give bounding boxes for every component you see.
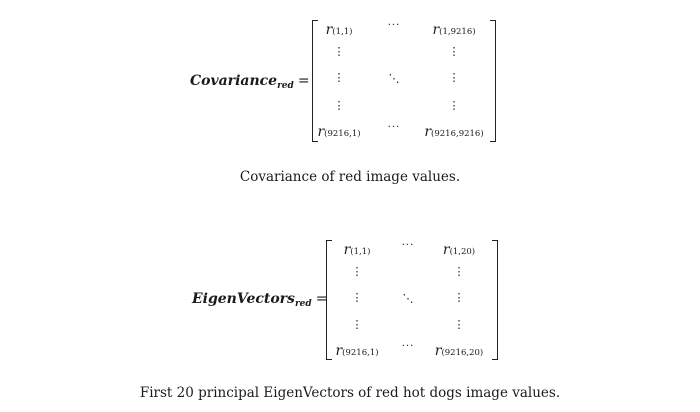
- cell-top-right: r(1,20): [442, 242, 476, 258]
- label-main: Covariance: [190, 73, 278, 89]
- cell-top-hdots: ···: [401, 240, 415, 251]
- vdots-left-1: ⋮: [333, 45, 345, 58]
- eigenvectors-matrix: r(1,1) ··· r(1,20) ⋮ ⋮ ⋮ ⋱ ⋮ ⋮ ⋮ r(9216,…: [326, 240, 498, 360]
- vdots-left-3: ⋮: [333, 99, 345, 112]
- equals-sign: =: [315, 291, 328, 307]
- cell-bottom-right: r(9216,20): [434, 343, 484, 359]
- cell-bottom-left: r(9216,1): [317, 124, 361, 140]
- cell-bottom-hdots: ···: [401, 341, 415, 352]
- vdots-right-1: ⋮: [448, 45, 460, 58]
- vdots-right-3: ⋮: [448, 99, 460, 112]
- covariance-matrix: r(1,1) ··· r(1,9216) ⋮ ⋮ ⋮ ⋱ ⋮ ⋮ ⋮ r(921…: [312, 20, 496, 142]
- vdots-right-2: ⋮: [453, 291, 465, 304]
- label-main: EigenVectors: [192, 291, 295, 307]
- cell-bottom-left: r(9216,1): [335, 343, 379, 359]
- cell-bottom-right: r(9216,9216): [424, 124, 484, 140]
- right-bracket: [492, 240, 498, 360]
- cell-top-right: r(1,9216): [432, 22, 476, 38]
- vdots-left-2: ⋮: [351, 291, 363, 304]
- ddots-center: ⋱: [388, 72, 400, 85]
- vdots-left-1: ⋮: [351, 265, 363, 278]
- vdots-right-3: ⋮: [453, 318, 465, 331]
- equation-label: EigenVectorsred =: [192, 291, 328, 309]
- ddots-center: ⋱: [402, 292, 414, 305]
- label-subscript: red: [277, 81, 294, 91]
- vdots-right-1: ⋮: [453, 265, 465, 278]
- cell-bottom-hdots: ···: [387, 122, 401, 133]
- vdots-right-2: ⋮: [448, 71, 460, 84]
- equals-sign: =: [297, 73, 310, 89]
- caption: First 20 principal EigenVectors of red h…: [139, 385, 561, 401]
- left-bracket: [326, 240, 332, 360]
- vdots-left-3: ⋮: [351, 318, 363, 331]
- label-subscript: red: [294, 299, 312, 309]
- equation-covariance: Covariancered = r(1,1) ··· r(1,9216) ⋮ ⋮ …: [0, 0, 700, 200]
- cell-top-left: r(1,1): [325, 22, 353, 38]
- left-bracket: [312, 20, 318, 142]
- right-bracket: [490, 20, 496, 142]
- caption: Covariance of red image values.: [239, 169, 461, 185]
- equation-label: Covariancered =: [190, 73, 310, 91]
- cell-top-hdots: ···: [387, 20, 401, 31]
- cell-top-left: r(1,1): [343, 242, 371, 258]
- vdots-left-2: ⋮: [333, 71, 345, 84]
